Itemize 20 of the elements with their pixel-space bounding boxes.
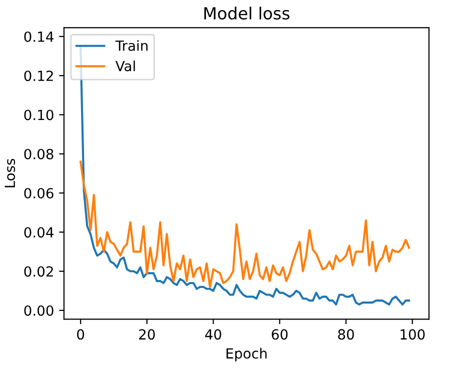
x-tick-label: 80 xyxy=(338,329,354,340)
y-tick-label: 0.04 xyxy=(24,227,54,238)
x-tick-label: 0 xyxy=(77,329,84,340)
legend-label: Train xyxy=(115,40,148,51)
y-tick-label: 0.10 xyxy=(24,110,54,120)
y-tick-label: 0.14 xyxy=(24,31,54,42)
x-tick-label: 100 xyxy=(400,329,425,340)
x-tick-label: 60 xyxy=(272,329,288,340)
chart-title: Model loss xyxy=(204,6,290,20)
legend-label: Val xyxy=(115,60,135,72)
y-tick-label: 0.00 xyxy=(24,305,54,316)
x-axis-title: Epoch xyxy=(226,348,267,362)
x-tick-label: 20 xyxy=(139,329,155,340)
y-axis-title: Loss xyxy=(4,158,16,188)
y-tick-label: 0.06 xyxy=(24,188,54,198)
line-series xyxy=(80,160,410,288)
x-tick-label: 40 xyxy=(205,329,222,340)
y-tick-label: 0.02 xyxy=(24,266,53,277)
y-tick-label: 0.12 xyxy=(24,70,53,82)
y-tick-label: 0.08 xyxy=(24,148,54,160)
